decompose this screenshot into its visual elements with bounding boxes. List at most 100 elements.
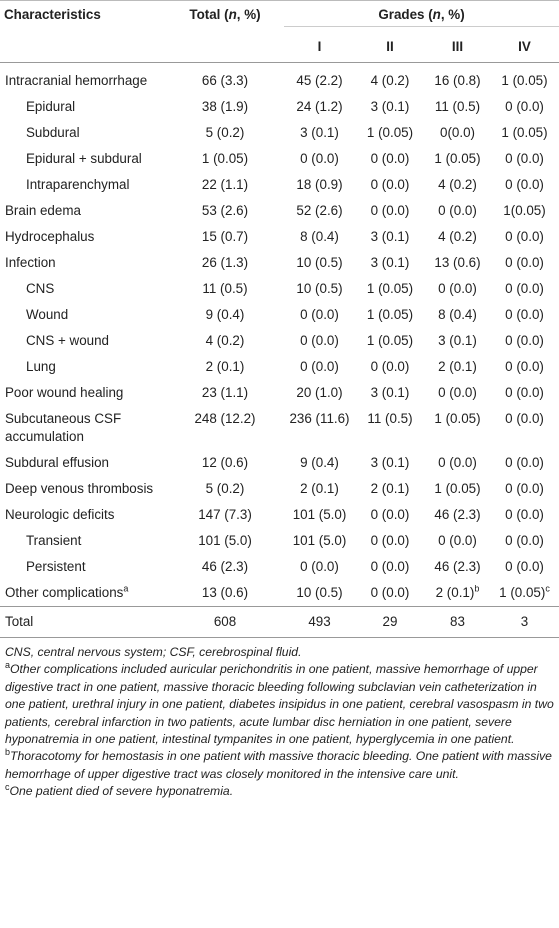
table-row: Subcutaneous CSF accumulation 248 (12.2) 2… xyxy=(0,406,559,450)
row-label: Transient xyxy=(0,528,166,554)
cell-total: 101 (5.0) xyxy=(166,528,284,554)
cell-grade-3-text: 8 (0.4) xyxy=(438,307,477,322)
footnote-abbreviations: CNS, central nervous system; CSF, cerebr… xyxy=(5,645,302,659)
cell-grade-3-text: 4 (0.2) xyxy=(438,177,477,192)
cell-grade-1: 493 xyxy=(284,606,355,638)
cell-grade-4: 0 (0.0) xyxy=(490,380,559,406)
cell-grade-4: 0 (0.0) xyxy=(490,354,559,380)
cell-grade-1: 236 (11.6) xyxy=(284,406,355,450)
col-header-grades: Grades (n, %) xyxy=(284,0,559,27)
cell-grade-3: 4 (0.2) xyxy=(425,172,490,198)
cell-grade-4-text: 0 (0.0) xyxy=(505,229,544,244)
cell-grade-1: 101 (5.0) xyxy=(284,528,355,554)
cell-grade-3: 4 (0.2) xyxy=(425,224,490,250)
cell-grade-4-text: 0 (0.0) xyxy=(505,151,544,166)
cell-grade-3: 16 (0.8) xyxy=(425,63,490,95)
cell-grade-2: 1 (0.05) xyxy=(355,328,425,354)
cell-grade-3: 0 (0.0) xyxy=(425,528,490,554)
cell-grade-4: 0 (0.0) xyxy=(490,476,559,502)
cell-grade-4: 0 (0.0) xyxy=(490,450,559,476)
cell-grade-2-text: 1 (0.05) xyxy=(366,333,414,348)
cell-grade-1-text: 0 (0.0) xyxy=(300,559,339,574)
cell-grade-1-text: 236 (11.6) xyxy=(289,411,350,426)
row-label-text: Infection xyxy=(5,255,56,270)
cell-total-text: 5 (0.2) xyxy=(205,481,245,496)
cell-grade-2-text: 1 (0.05) xyxy=(366,281,414,296)
cell-grade-2: 0 (0.0) xyxy=(355,554,425,580)
row-label: Hydrocephalus xyxy=(0,224,166,250)
row-label-text: Brain edema xyxy=(5,203,81,218)
grades-header-n: n xyxy=(432,7,441,22)
cell-grade-4-text: 0 (0.0) xyxy=(505,307,544,322)
cell-grade-4-text: 0 (0.0) xyxy=(505,177,544,192)
grade-header-1: I xyxy=(284,26,355,63)
cell-grade-1-text: 10 (0.5) xyxy=(296,255,343,270)
table-row: Intracranial hemorrhage 66 (3.3) 45 (2.2) 4… xyxy=(0,63,559,95)
cell-grade-3: 46 (2.3) xyxy=(425,554,490,580)
cell-grade-1: 8 (0.4) xyxy=(284,224,355,250)
row-label: Other complicationsa xyxy=(0,580,166,607)
cell-grade-3: 0 (0.0) xyxy=(425,198,490,224)
table-row: Lung 2 (0.1) 0 (0.0) 0 (0.0) 2 (0.1) 0 (0.0) xyxy=(0,354,559,380)
cell-grade-2: 3 (0.1) xyxy=(355,94,425,120)
cell-grade-4-text: 0 (0.0) xyxy=(505,507,544,522)
cell-grade-2-text: 1 (0.05) xyxy=(366,307,414,322)
cell-grade-2: 3 (0.1) xyxy=(355,250,425,276)
cell-total-text: 23 (1.1) xyxy=(201,385,249,400)
cell-grade-1: 10 (0.5) xyxy=(284,580,355,607)
cell-grade-3: 0 (0.0) xyxy=(425,380,490,406)
cell-grade-1: 10 (0.5) xyxy=(284,250,355,276)
cell-grade-1: 10 (0.5) xyxy=(284,276,355,302)
cell-grade-1-text: 3 (0.1) xyxy=(300,125,339,140)
row-label: Poor wound healing xyxy=(0,380,166,406)
cell-grade-4: 0 (0.0) xyxy=(490,502,559,528)
cell-grade-4-text: 0 (0.0) xyxy=(505,359,544,374)
cell-total: 13 (0.6) xyxy=(166,580,284,607)
cell-grade-2-text: 11 (0.5) xyxy=(367,411,413,426)
row-label: Lung xyxy=(0,354,166,380)
cell-total-text: 13 (0.6) xyxy=(201,585,249,600)
table-row: Total 608 493 29 83 3 xyxy=(0,606,559,638)
cell-grade-1-text: 10 (0.5) xyxy=(296,281,343,296)
cell-total-text: 5 (0.2) xyxy=(205,125,245,140)
total-header-pre: Total ( xyxy=(189,7,229,23)
row-label: Total xyxy=(0,606,166,638)
cell-grade-1-text: 10 (0.5) xyxy=(296,585,343,600)
cell-grade-4-text: 1(0.05) xyxy=(503,203,546,218)
footnote-a-mark: a xyxy=(5,660,11,671)
cell-total-text: 15 (0.7) xyxy=(201,229,249,244)
cell-grade-2: 0 (0.0) xyxy=(355,198,425,224)
grade-header-3: III xyxy=(425,26,490,63)
table-row: Hydrocephalus 15 (0.7) 8 (0.4) 3 (0.1) 4 (0.… xyxy=(0,224,559,250)
col-header-total: Total (n, %) xyxy=(166,0,284,27)
header-spacer xyxy=(166,26,284,63)
cell-grade-3-text: 13 (0.6) xyxy=(434,255,481,270)
cell-grade-1: 18 (0.9) xyxy=(284,172,355,198)
cell-grade-2: 2 (0.1) xyxy=(355,476,425,502)
cell-grade-4-text: 0 (0.0) xyxy=(505,99,544,114)
row-label: Infection xyxy=(0,250,166,276)
cell-grade-3-text: 0 (0.0) xyxy=(438,385,477,400)
cell-grade-3-footnote-mark: b xyxy=(474,583,480,594)
complications-table: Characteristics Total (n, %) Grades (n, … xyxy=(0,0,559,638)
cell-grade-2: 1 (0.05) xyxy=(355,302,425,328)
cell-grade-2-text: 4 (0.2) xyxy=(370,73,410,88)
cell-grade-3-text: 0(0.0) xyxy=(440,125,475,140)
cell-grade-2: 0 (0.0) xyxy=(355,172,425,198)
cell-grade-2: 1 (0.05) xyxy=(355,120,425,146)
cell-grade-3: 0(0.0) xyxy=(425,120,490,146)
row-label: Subcutaneous CSF accumulation xyxy=(0,406,166,450)
row-label-text: Wound xyxy=(26,307,69,322)
row-label: Persistent xyxy=(0,554,166,580)
cell-grade-4-text: 0 (0.0) xyxy=(505,481,544,496)
cell-grade-3-text: 16 (0.8) xyxy=(434,73,481,88)
cell-total: 22 (1.1) xyxy=(166,172,284,198)
cell-grade-3: 3 (0.1) xyxy=(425,328,490,354)
grade-header-4: IV xyxy=(490,26,559,63)
cell-grade-4: 0 (0.0) xyxy=(490,406,559,450)
table-row: Infection 26 (1.3) 10 (0.5) 3 (0.1) 13 (0.6)… xyxy=(0,250,559,276)
cell-grade-2: 0 (0.0) xyxy=(355,502,425,528)
cell-grade-2-text: 0 (0.0) xyxy=(370,359,410,374)
cell-grade-2: 4 (0.2) xyxy=(355,63,425,95)
table-row: Brain edema 53 (2.6) 52 (2.6) 0 (0.0) 0 (0.0… xyxy=(0,198,559,224)
